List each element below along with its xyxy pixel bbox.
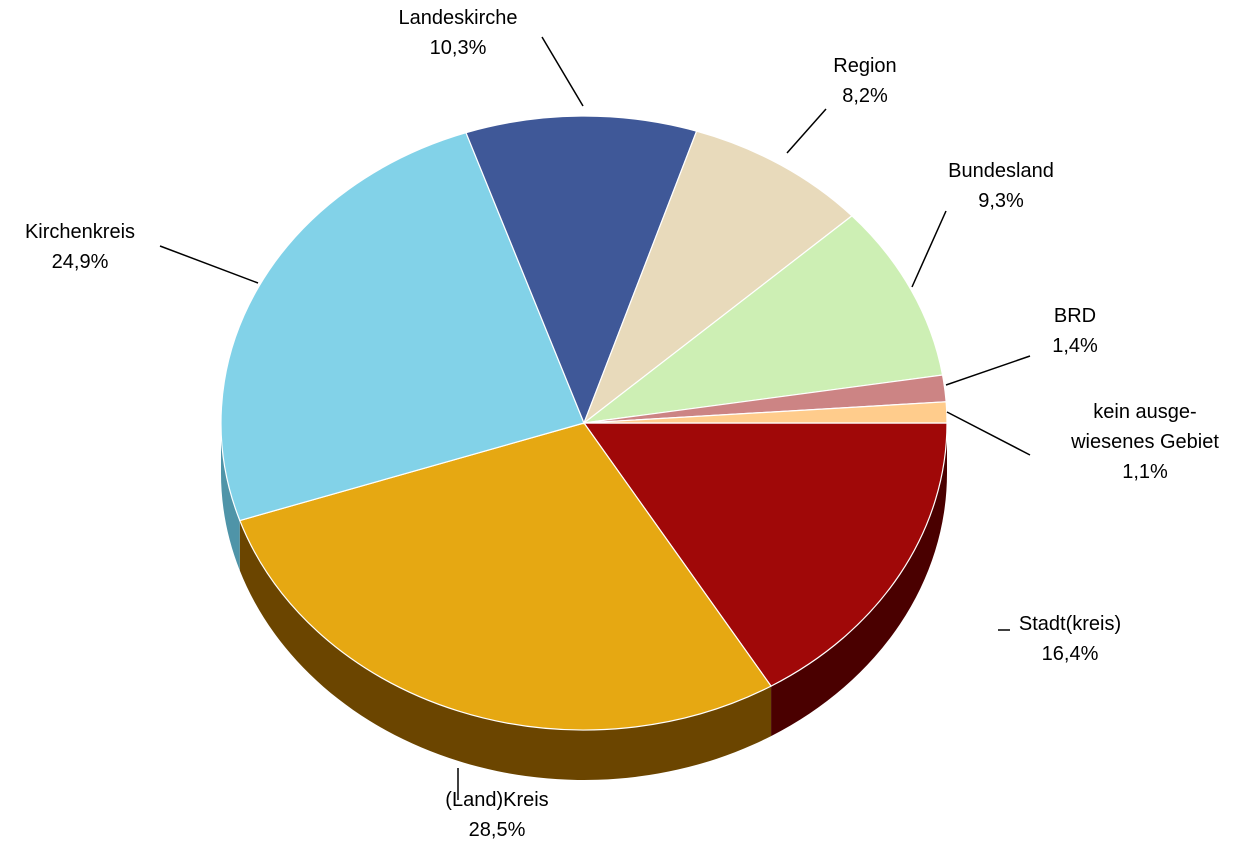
- slice-stadt-kreis: [582, 422, 948, 687]
- leader-line-landeskirche: [541, 36, 584, 107]
- leader-lines-layer: [159, 36, 1031, 800]
- leader-line-region: [786, 108, 827, 154]
- leader-line-brd: [945, 355, 1031, 386]
- slice-side-land-kreis: [239, 520, 772, 780]
- slice-bundesland: [581, 215, 944, 424]
- leader-line-bundesland: [911, 210, 947, 288]
- slice-landeskirche: [465, 115, 698, 425]
- slice-side-kirchenkreis: [221, 423, 240, 571]
- slice-label-region: Region 8,2%: [833, 55, 896, 107]
- slice-land-kreis: [238, 422, 772, 731]
- slice-kein-ausgewiesenes-gebiet: [583, 401, 948, 424]
- slice-region: [582, 130, 853, 425]
- slice-label-landeskirche: Landeskirche 10,3%: [399, 7, 518, 59]
- slice-label-kein-ausgewiesenes-gebiet: kein ausge-wiesenes Gebiet 1,1%: [1070, 401, 1219, 483]
- slice-label-kirchenkreis: Kirchenkreis 24,9%: [25, 221, 135, 273]
- leader-line-kirchenkreis: [159, 245, 259, 284]
- slice-kirchenkreis: [220, 131, 585, 522]
- slice-label-land-kreis: (Land)Kreis 28,5%: [445, 789, 548, 841]
- leader-line-kein-ausgewiesenes-gebiet: [946, 411, 1031, 456]
- pie-slices-layer: [220, 115, 948, 731]
- slice-label-stadt-kreis: Stadt(kreis) 16,4%: [1019, 613, 1121, 665]
- labels-layer: Stadt(kreis) 16,4% (Land)Kreis 28,5% Kirchen…: [25, 7, 1219, 841]
- slice-label-brd: BRD 1,4%: [1052, 305, 1098, 357]
- slice-label-bundesland: Bundesland 9,3%: [948, 160, 1054, 212]
- slice-side-stadt-kreis: [771, 423, 947, 737]
